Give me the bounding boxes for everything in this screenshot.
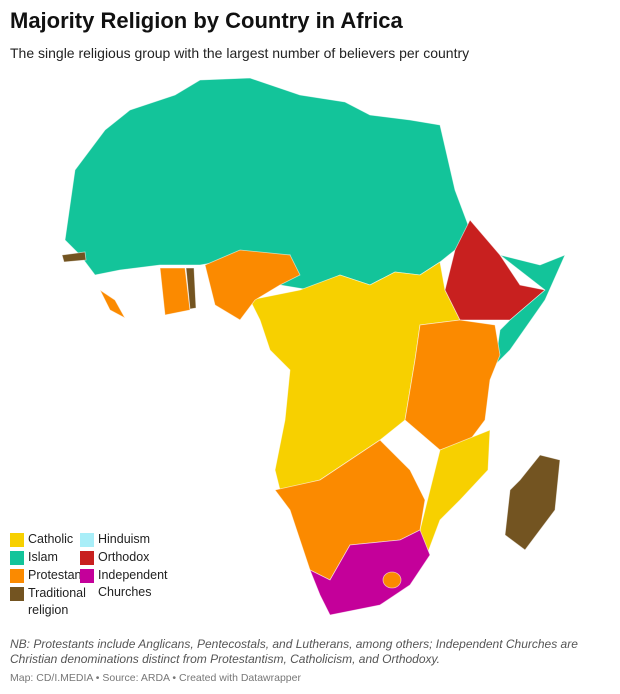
region [309,529,431,616]
legend-item: Catholic [10,531,90,548]
note: NB: Protestants include Anglicans, Pente… [10,637,578,666]
region [382,571,402,589]
legend-label: Hinduism [98,532,151,546]
legend-label: Catholic [28,532,74,546]
region [419,429,491,562]
region [494,254,566,367]
legend-swatch [80,551,94,565]
region [204,249,301,321]
region [504,454,561,551]
legend-item: Protestant [10,567,90,584]
legend-item: Hinduism [80,531,160,548]
legend-swatch [80,569,94,583]
legend-label: Independent Churches [98,568,168,599]
region [159,267,191,316]
legend-label: Traditional religion [28,586,86,617]
legend-swatch [10,551,24,565]
legend-label: Islam [28,550,58,564]
footer: Map: CD/I.MEDIA • Source: ARDA • Created… [10,672,301,684]
region [98,288,127,319]
legend-swatch [10,587,24,601]
map [61,77,566,616]
legend-swatch [80,533,94,547]
region [404,319,501,451]
legend-label: Protestant [28,568,85,582]
legend-item: Independent Churches [80,567,170,601]
legend-item: Orthodox [80,549,160,566]
legend-item: Traditional religion [10,585,90,619]
region [61,251,87,263]
legend-label: Orthodox [98,550,150,564]
legend-item: Islam [10,549,80,566]
legend-swatch [10,569,24,583]
region [185,267,197,310]
subtitle: The single religious group with the larg… [10,45,470,61]
legend-swatch [10,533,24,547]
title: Majority Religion by Country in Africa [10,8,403,33]
